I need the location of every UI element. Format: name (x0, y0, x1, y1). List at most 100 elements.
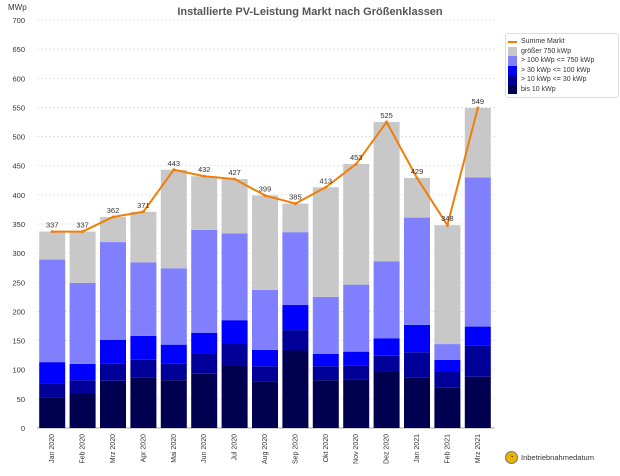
legend-label: größer 750 kWp (521, 47, 572, 55)
legend-swatch (508, 65, 517, 75)
line-point (476, 106, 480, 110)
x-tick-label: Sep 2020 (292, 434, 299, 464)
line-point (445, 223, 449, 227)
bar-segment (69, 363, 96, 381)
bar-segment (404, 177, 430, 218)
bar-segment (39, 383, 66, 398)
data-label: 453 (350, 153, 363, 162)
bar-segment (312, 296, 339, 354)
bar-segment (191, 332, 218, 354)
bar-segment (160, 268, 187, 345)
bar-segment (464, 376, 491, 428)
y-tick-label: 250 (12, 278, 25, 287)
bar-segment (464, 326, 491, 346)
bar-segment (282, 350, 309, 428)
bar-segment (221, 233, 248, 321)
x-tick-label: Dez 2020 (384, 434, 391, 464)
x-tick-label: Jun 2020 (201, 434, 208, 463)
y-tick-label: 600 (12, 74, 25, 83)
legend-label: > 100 kWp <= 750 kWp (521, 57, 595, 65)
legend-item[interactable]: > 100 kWp <= 750 kWp (508, 56, 616, 66)
x-tick-label: Mai 2020 (171, 434, 178, 463)
bar-segment (130, 335, 157, 360)
bar-segment (39, 259, 66, 363)
bar-segment (100, 339, 126, 364)
bar-segment (69, 231, 96, 283)
y-tick-label: 500 (12, 133, 25, 142)
legend-item[interactable]: größer 750 kWp (508, 46, 616, 56)
bar-segment (221, 320, 248, 344)
bar-segment (160, 380, 187, 428)
calendar-icon: ◔ (505, 451, 518, 464)
legend: Summe Markt größer 750 kWp > 100 kWp <= 75… (505, 33, 619, 98)
legend-label: bis 10 kWp (521, 85, 556, 93)
bar-segment (191, 229, 218, 333)
bar-segment (39, 397, 66, 428)
bar-segment (282, 232, 309, 306)
legend-swatch (508, 46, 517, 56)
data-label: 443 (168, 159, 181, 168)
y-tick-label: 550 (12, 103, 25, 112)
bar-segment (464, 345, 491, 377)
bar-segment (100, 380, 126, 428)
line-point (172, 168, 176, 172)
bar-segment (434, 225, 461, 345)
bar-segment (191, 353, 218, 374)
line-point (324, 185, 328, 189)
bar-segment (39, 231, 66, 260)
legend-label: Summe Markt (521, 38, 565, 46)
x-axis-label-text: Inbetriebnahmedatum (521, 453, 594, 462)
legend-line-marker (508, 37, 517, 47)
data-label: 429 (411, 167, 424, 176)
legend-item[interactable]: bis 10 kWp (508, 84, 616, 94)
bar-segment (404, 217, 430, 325)
bar-segment (130, 377, 157, 428)
x-tick-label: Jul 2020 (232, 434, 239, 461)
bar-segment (252, 289, 278, 350)
bar-segment (373, 355, 400, 372)
x-tick-label: Feb 2021 (444, 434, 451, 464)
bar-segment (191, 373, 218, 428)
bar-segment (343, 163, 370, 285)
bar-segment (191, 176, 218, 230)
data-label: 362 (107, 206, 120, 215)
x-axis-label: ◔ Inbetriebnahmedatum (505, 451, 594, 464)
y-tick-label: 350 (12, 220, 25, 229)
line-point (202, 174, 206, 178)
bar-segment (100, 363, 126, 381)
line-point (263, 193, 267, 197)
y-tick-label: 200 (12, 307, 25, 316)
y-axis-label: MWp (8, 3, 27, 12)
bar-segment (312, 366, 339, 381)
x-tick-label: Nov 2020 (353, 434, 360, 464)
legend-label: > 10 kWp <= 30 kWp (521, 76, 587, 84)
bar-segment (282, 305, 309, 331)
bar-segment (69, 282, 96, 364)
line-point (415, 176, 419, 180)
line-point (111, 215, 115, 219)
legend-item[interactable]: Summe Markt (508, 37, 616, 47)
bar-segment (373, 261, 400, 339)
bar-segment (221, 365, 248, 428)
bar-segment (252, 366, 278, 382)
x-tick-label: Okt 2020 (323, 434, 330, 463)
bar-segment (130, 262, 157, 336)
bar-segment (252, 381, 278, 428)
y-tick-label: 650 (12, 45, 25, 54)
legend-item[interactable]: > 30 kWp <= 100 kWp (508, 65, 616, 75)
legend-item[interactable]: > 10 kWp <= 30 kWp (508, 75, 616, 85)
y-tick-label: 0 (21, 424, 25, 433)
bar-segment (434, 371, 461, 388)
bar-segment (221, 179, 248, 234)
data-label: 413 (320, 176, 333, 185)
bar-segment (252, 195, 278, 290)
bar-segment (312, 380, 339, 428)
bar-segment (464, 177, 491, 327)
bar-segment (343, 351, 370, 366)
data-label: 399 (259, 184, 272, 193)
y-tick-label: 300 (12, 249, 25, 258)
legend-swatch (508, 84, 517, 94)
bar-segment (404, 352, 430, 378)
